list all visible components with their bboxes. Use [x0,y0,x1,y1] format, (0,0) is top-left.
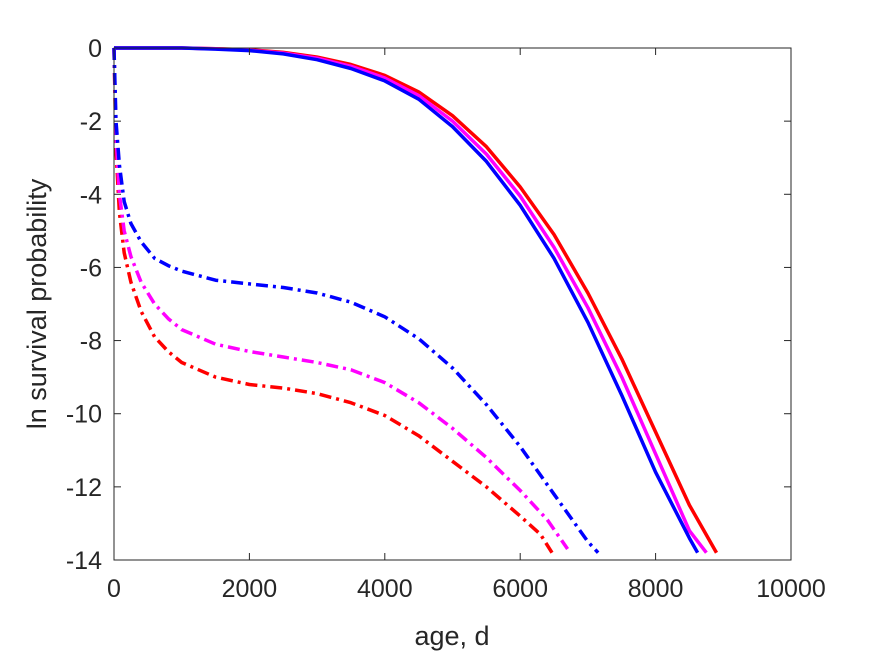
series-line-3 [114,46,700,554]
x-tick-label: 10000 [756,575,826,603]
series-line-6 [112,47,600,554]
y-tick-label: -12 [66,474,102,502]
y-axis: -14 -12 -10 -8 -6 -4 -2 0 [66,35,791,575]
y-tick-label: -8 [80,328,102,356]
axes-box [113,47,792,561]
y-tick-label: -6 [80,254,102,282]
x-axis: 0 2000 4000 6000 8000 10000 [107,48,826,603]
y-tick-label: -4 [80,181,102,209]
y-tick-label: -10 [66,401,102,429]
x-tick-label: 0 [107,575,121,603]
y-axis-label: ln survival probability [22,178,52,429]
y-tick-label: -2 [80,108,102,136]
series-line-2 [114,46,708,554]
plot-lines [112,46,719,554]
x-tick-label: 6000 [492,575,548,603]
series-line-1 [114,46,719,554]
x-axis-label: age, d [414,621,489,651]
series-line-5 [112,47,570,550]
x-tick-label: 2000 [222,575,278,603]
y-tick-label: 0 [88,35,102,63]
y-tick-label: -14 [66,547,102,575]
series-line-4 [112,47,554,554]
x-tick-label: 4000 [357,575,413,603]
x-tick-label: 8000 [628,575,684,603]
